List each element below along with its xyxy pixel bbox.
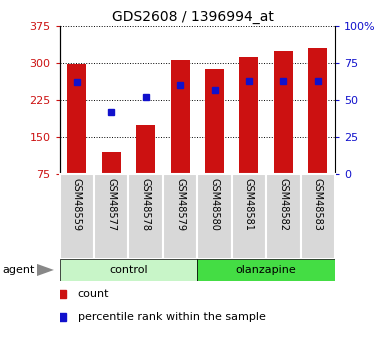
Text: agent: agent [2,265,34,275]
Bar [163,174,197,259]
Text: GSM48579: GSM48579 [175,178,185,231]
Bar [171,60,189,174]
Text: GSM48578: GSM48578 [141,178,151,231]
Bar [197,259,335,281]
Bar [205,69,224,174]
Bar [232,174,266,259]
Text: GSM48583: GSM48583 [313,178,323,231]
Bar [301,174,335,259]
Text: GSM48580: GSM48580 [209,178,219,231]
Text: count: count [77,289,109,299]
Bar [102,152,121,174]
Bar [197,174,232,259]
Text: control: control [109,265,148,275]
Text: GSM48559: GSM48559 [72,178,82,231]
Text: GSM48577: GSM48577 [106,178,116,231]
Bar [129,174,163,259]
Bar [266,174,301,259]
Bar [94,174,129,259]
Text: GSM48582: GSM48582 [278,178,288,231]
Bar [239,57,258,174]
Bar [308,48,327,174]
Text: percentile rank within the sample: percentile rank within the sample [77,312,265,322]
Bar [60,174,94,259]
Text: olanzapine: olanzapine [236,265,296,275]
Bar [136,125,155,174]
Text: GDS2608 / 1396994_at: GDS2608 / 1396994_at [112,10,273,24]
Bar [67,65,86,174]
Text: GSM48581: GSM48581 [244,178,254,231]
Bar [60,259,197,281]
Polygon shape [37,264,54,276]
Bar [274,51,293,174]
